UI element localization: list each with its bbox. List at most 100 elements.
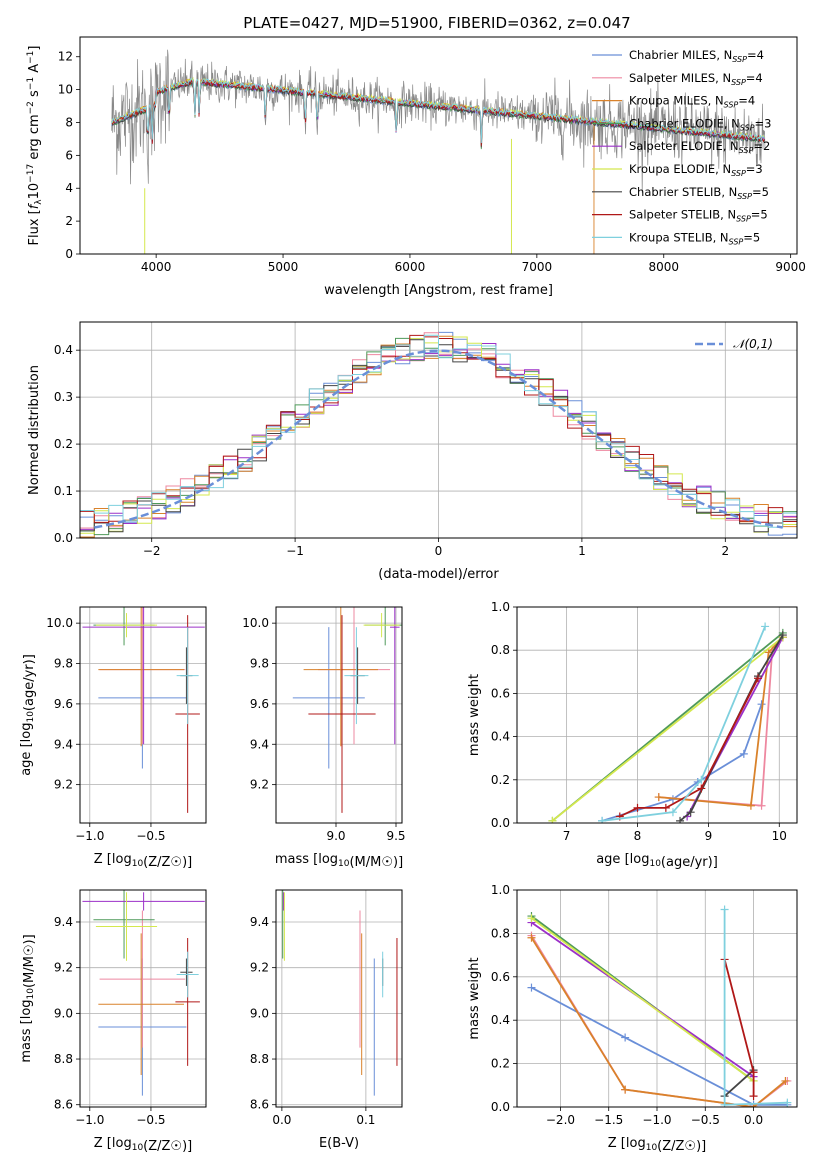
x-tick-label: −0.5 <box>136 829 165 843</box>
x-tick-label: 0.1 <box>356 1113 375 1127</box>
x-tick-label: 9000 <box>775 260 806 274</box>
plot-area-weight-z <box>527 905 792 1107</box>
x-tick-label: 0.0 <box>272 1113 291 1127</box>
x-tick-label: 0 <box>435 544 443 558</box>
y-tick-label: 2 <box>65 214 73 228</box>
y-axis-label: age [log10(age/yr)] <box>19 654 37 776</box>
model-line-kroupa-stelib <box>111 77 765 144</box>
weight-line <box>551 636 784 822</box>
x-tick-label: −1 <box>286 544 304 558</box>
x-axis-label: (data-model)/error <box>378 567 499 582</box>
y-tick-label: 0.4 <box>54 343 73 357</box>
x-tick-label: 8000 <box>648 260 679 274</box>
y-tick-label: 6 <box>65 148 73 162</box>
panel-spectrum: 4000 5000 6000 7000 8000 9000 0 2 4 6 8 10 12 wavelen… <box>26 36 806 298</box>
y-tick-label: 1.0 <box>491 883 510 897</box>
errorbar-chabrier-miles <box>292 627 365 769</box>
grid-weight-z <box>517 889 797 1108</box>
weight-line <box>619 677 759 818</box>
axes-frame <box>516 889 798 1108</box>
y-tick-label: 0.8 <box>491 926 510 940</box>
y-tick-label: 9.4 <box>54 737 73 751</box>
axes-frame <box>79 36 798 255</box>
y-tick-label: 9.2 <box>250 778 269 792</box>
weight-series-salpeter-miles <box>654 646 777 810</box>
weight-marker <box>598 816 607 823</box>
x-axis-label: age [log10(age/yr)] <box>596 852 718 870</box>
x-tick-label: −2.0 <box>546 1113 575 1127</box>
grid-mass-z <box>80 890 206 1107</box>
x-tick-label: 1 <box>578 544 586 558</box>
y-tick-label: 0.4 <box>491 730 510 744</box>
weight-series-salpeter-stelib <box>615 674 763 821</box>
weight-line <box>530 935 788 1107</box>
y-tick-label: 0.6 <box>491 686 510 700</box>
x-axis-label: wavelength [Angstrom, rest frame] <box>324 283 553 298</box>
weight-marker <box>527 933 536 942</box>
gaussian-curve <box>94 349 783 529</box>
errorbar-salpeter-elodie <box>390 607 400 745</box>
errorbar-kroupa-stelib <box>176 951 199 998</box>
x-tick-label: −1.0 <box>642 1113 671 1127</box>
weight-marker <box>621 1033 630 1042</box>
grid-age-z <box>80 607 206 823</box>
weight-line <box>530 937 786 1107</box>
x-tick-label: 9.0 <box>326 829 345 843</box>
legend-label: Chabrier STELIB, NSSP=5 <box>629 185 769 201</box>
errorbar-kroupa-elodie <box>95 613 158 638</box>
x-tick-label: 7 <box>563 829 571 843</box>
y-tick-label: 0.2 <box>491 773 510 787</box>
y-tick-label: 1.0 <box>491 600 510 614</box>
grid-mass-ebv <box>276 890 402 1107</box>
weight-series-kroupa-miles <box>527 933 790 1107</box>
y-tick-label: 9.2 <box>54 961 73 975</box>
y-axis-label: Flux [fλ10−17 erg cm−2 s−1 A−1] <box>26 46 44 246</box>
weight-marker <box>697 775 706 784</box>
x-tick-label: 2 <box>721 544 729 558</box>
y-tick-label: 9.0 <box>250 1006 269 1020</box>
y-tick-label: 9.4 <box>54 915 73 929</box>
legend: Chabrier MILES, NSSP=4 Salpeter MILES, NS… <box>592 48 771 246</box>
plot-area-mass-z <box>82 890 205 1096</box>
weight-marker <box>633 803 642 812</box>
y-tick-label: 0.8 <box>491 643 510 657</box>
y-tick-label: 10 <box>58 83 73 97</box>
weight-line <box>658 650 774 807</box>
weight-marker <box>697 784 706 793</box>
legend-label: Kroupa ELODIE, NSSP=3 <box>629 162 763 178</box>
weight-marker <box>720 1100 729 1107</box>
y-tick-label: 0.3 <box>54 390 73 404</box>
errorbar-chabrier-stelib <box>180 958 193 986</box>
weight-line <box>531 986 788 1106</box>
y-axis-label: mass weight <box>467 674 482 756</box>
legend-label: Salpeter STELIB, NSSP=5 <box>629 208 768 224</box>
errorbar-kroupa-stelib <box>344 627 369 725</box>
plot-area-weight-age <box>548 622 787 823</box>
panel-weight-z: −2.0 −1.5 −1.0 −0.5 0.0 0.0 0.2 0.4 0.6 0.8 1.0 Z [… <box>467 883 798 1154</box>
weight-marker <box>761 622 770 631</box>
errorbar-chabrier-elodie <box>93 890 155 959</box>
weight-line <box>723 1069 755 1097</box>
legend-label: Kroupa MILES, NSSP=4 <box>629 94 755 110</box>
errorbar-salpeter-elodie <box>82 892 205 911</box>
y-tick-label: 9.8 <box>250 657 269 671</box>
x-tick-label: −1.5 <box>594 1113 623 1127</box>
legend-label: 𝒩(0,1) <box>733 337 773 351</box>
weight-marker <box>754 674 763 683</box>
grid-age-mass <box>276 607 402 823</box>
x-tick-label: −1.0 <box>75 829 104 843</box>
figure-title: PLATE=0427, MJD=51900, FIBERID=0362, z=0… <box>243 14 630 32</box>
y-tick-label: 0.0 <box>491 816 510 830</box>
weight-marker <box>676 816 685 823</box>
weight-marker <box>621 1085 630 1094</box>
x-tick-label: 4000 <box>141 260 172 274</box>
errorbar-salpeter-elodie <box>82 607 205 745</box>
x-axis-label: Z [log10(Z/Z☉)] <box>94 852 192 870</box>
y-tick-label: 8 <box>65 115 73 129</box>
weight-series-salpeter-miles <box>527 931 792 1107</box>
y-tick-label: 8.6 <box>250 1098 269 1112</box>
weight-marker <box>548 816 557 823</box>
plot-area-residuals <box>80 331 797 538</box>
plot-area-age-z <box>82 607 205 813</box>
